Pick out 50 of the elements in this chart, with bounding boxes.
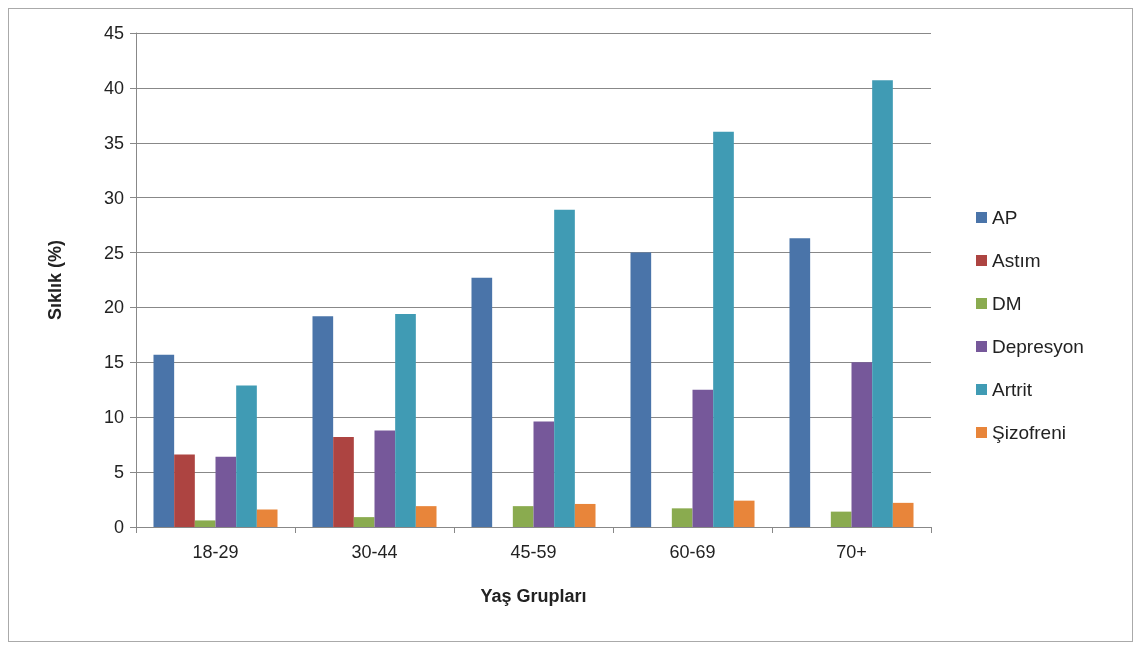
- bar: [194, 520, 216, 527]
- y-tick-label: 10: [103, 407, 124, 428]
- bar: [374, 430, 396, 527]
- bar: [789, 238, 811, 527]
- y-tick-label: 35: [103, 132, 124, 153]
- bar: [395, 314, 416, 527]
- legend-label: Şizofreni: [992, 422, 1066, 443]
- y-tick-label: 20: [103, 297, 124, 318]
- bar: [174, 454, 195, 527]
- bar: [353, 517, 375, 527]
- y-tick-label: 45: [103, 23, 124, 43]
- bar: [892, 502, 914, 527]
- bar: [256, 509, 278, 527]
- bar: [236, 385, 257, 527]
- bar: [533, 421, 555, 527]
- bar: [512, 506, 534, 527]
- x-tick-label: 18-29: [192, 542, 239, 562]
- bar: [733, 500, 755, 527]
- bar: [554, 209, 575, 527]
- legend-label: Artrit: [992, 379, 1033, 400]
- bar: [872, 80, 893, 527]
- x-tick-label: 45-59: [510, 542, 557, 562]
- y-tick-label: 15: [103, 352, 124, 373]
- legend-label: AP: [992, 207, 1018, 228]
- bar: [692, 389, 714, 527]
- bar: [415, 506, 437, 527]
- bar: [471, 277, 493, 527]
- bar: [312, 316, 334, 527]
- y-tick-label: 40: [103, 77, 124, 98]
- x-tick-label: 30-44: [351, 542, 398, 562]
- y-axis-title: Sıklık (%): [45, 239, 65, 321]
- y-tick-label: 25: [103, 242, 124, 263]
- y-tick-label: 30: [103, 187, 124, 208]
- y-tick-label: 5: [113, 462, 124, 483]
- bar: [153, 354, 175, 527]
- x-axis-title: Yaş Grupları: [480, 586, 587, 606]
- legend-label: Depresyon: [992, 336, 1084, 357]
- bar: [830, 511, 852, 527]
- bar: [851, 362, 873, 527]
- bar: [215, 456, 237, 527]
- legend-label: Astım: [992, 250, 1041, 271]
- x-tick-label: 70+: [836, 542, 867, 562]
- y-tick-label: 0: [113, 517, 124, 537]
- bar: [671, 508, 693, 527]
- x-tick-label: 60-69: [669, 542, 716, 562]
- bar: [713, 131, 734, 527]
- bar: [333, 436, 354, 527]
- bar: [630, 252, 652, 527]
- legend-label: DM: [992, 293, 1022, 314]
- bar: [574, 503, 596, 527]
